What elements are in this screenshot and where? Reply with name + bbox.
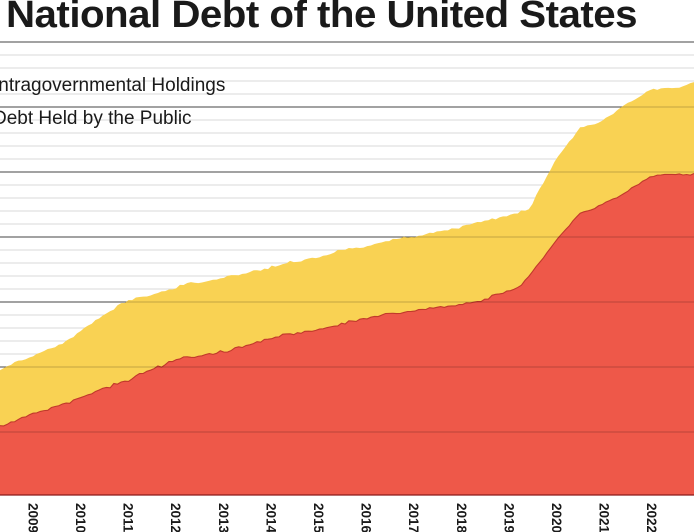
svg-text:2019: 2019 (501, 503, 516, 532)
svg-text:2022: 2022 (644, 503, 659, 532)
svg-text:2020: 2020 (549, 503, 564, 532)
svg-text:2012: 2012 (168, 503, 183, 532)
svg-text:2015: 2015 (311, 503, 326, 532)
svg-text:2016: 2016 (359, 503, 374, 532)
svg-text:2013: 2013 (216, 503, 231, 532)
svg-text:2011: 2011 (121, 503, 136, 532)
svg-text:2014: 2014 (263, 503, 278, 532)
svg-text:2009: 2009 (25, 503, 40, 532)
svg-text:2010: 2010 (73, 503, 88, 532)
svg-text:2018: 2018 (454, 503, 469, 532)
svg-text:2017: 2017 (406, 503, 421, 532)
svg-text:2021: 2021 (597, 503, 612, 532)
